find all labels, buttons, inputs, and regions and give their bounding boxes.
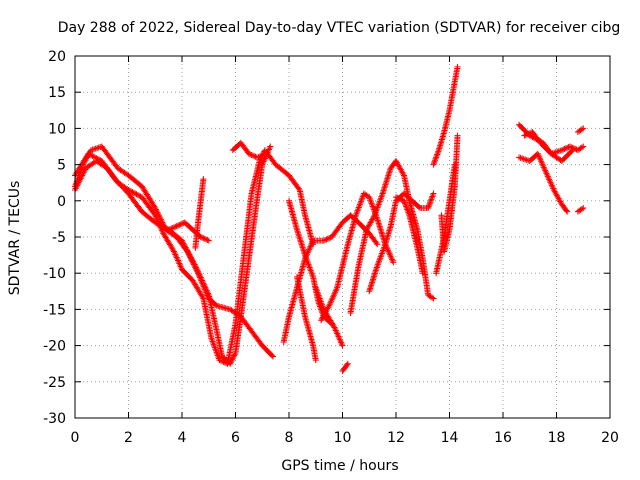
series-arc-18 [430,63,461,168]
y-axis-label: SDTVAR / TECUs [7,181,23,296]
series-markers [521,129,576,164]
x-tick-label: 20 [601,430,619,446]
x-tick-label: 8 [285,430,294,446]
series-markers [312,284,346,349]
series-markers [339,360,351,374]
series-arc-11 [318,190,397,324]
x-tick-label: 14 [441,430,459,446]
series-arc-24 [574,125,587,136]
series-arc-4 [165,219,212,244]
y-tick-label: 15 [48,85,66,101]
axis-ticks: 0 2 4 6 8 10 12 14 16 18 20 -30 -25 -20 -15 -10 -5 0 5 10 15… [43,49,619,446]
series-arc-23 [574,205,587,215]
y-tick-label: -20 [43,339,66,355]
y-tick-label: 0 [57,194,66,210]
x-tick-label: 16 [494,430,512,446]
series-markers [438,132,461,255]
series-arc-21 [516,150,571,215]
series-arc-19 [438,132,461,255]
series-markers [366,190,432,295]
series-markers [574,205,587,215]
series-markers [574,125,587,136]
x-tick-label: 4 [178,430,187,446]
y-tick-label: -5 [52,230,66,246]
series-arc-12 [339,360,351,374]
series-arc-6 [229,139,317,248]
series-markers [165,219,212,244]
series-markers [430,63,461,168]
chart-title: Day 288 of 2022, Sidereal Day-to-day VTE… [58,20,621,36]
x-tick-label: 6 [231,430,240,446]
x-tick-label: 18 [548,430,566,446]
series-arc-14 [366,190,432,295]
series-markers [516,150,571,215]
series-markers [318,190,397,324]
series-arc-10 [312,284,346,349]
x-tick-label: 12 [387,430,405,446]
series-markers [280,212,381,345]
series-markers [192,176,207,251]
x-axis-label: GPS time / hours [281,458,398,474]
y-tick-label: 5 [57,158,66,174]
x-tick-label: 0 [71,430,80,446]
data-marks [72,63,587,374]
x-tick-label: 2 [124,430,133,446]
y-tick-label: 10 [48,121,66,137]
series-markers [229,139,317,248]
y-tick-label: -25 [43,375,66,391]
y-tick-label: 20 [48,49,66,65]
grid-lines [75,56,610,418]
series-arc-5 [192,176,207,251]
series-markers [393,194,426,277]
y-tick-label: -10 [43,266,66,282]
y-tick-label: -15 [43,302,66,318]
series-arc-15 [393,194,426,277]
series-markers [425,190,437,212]
series-arc-16 [425,190,437,212]
y-tick-label: -30 [43,411,66,427]
x-tick-label: 10 [334,430,352,446]
series-arc-9 [280,212,381,345]
series-arc-22 [521,129,576,164]
